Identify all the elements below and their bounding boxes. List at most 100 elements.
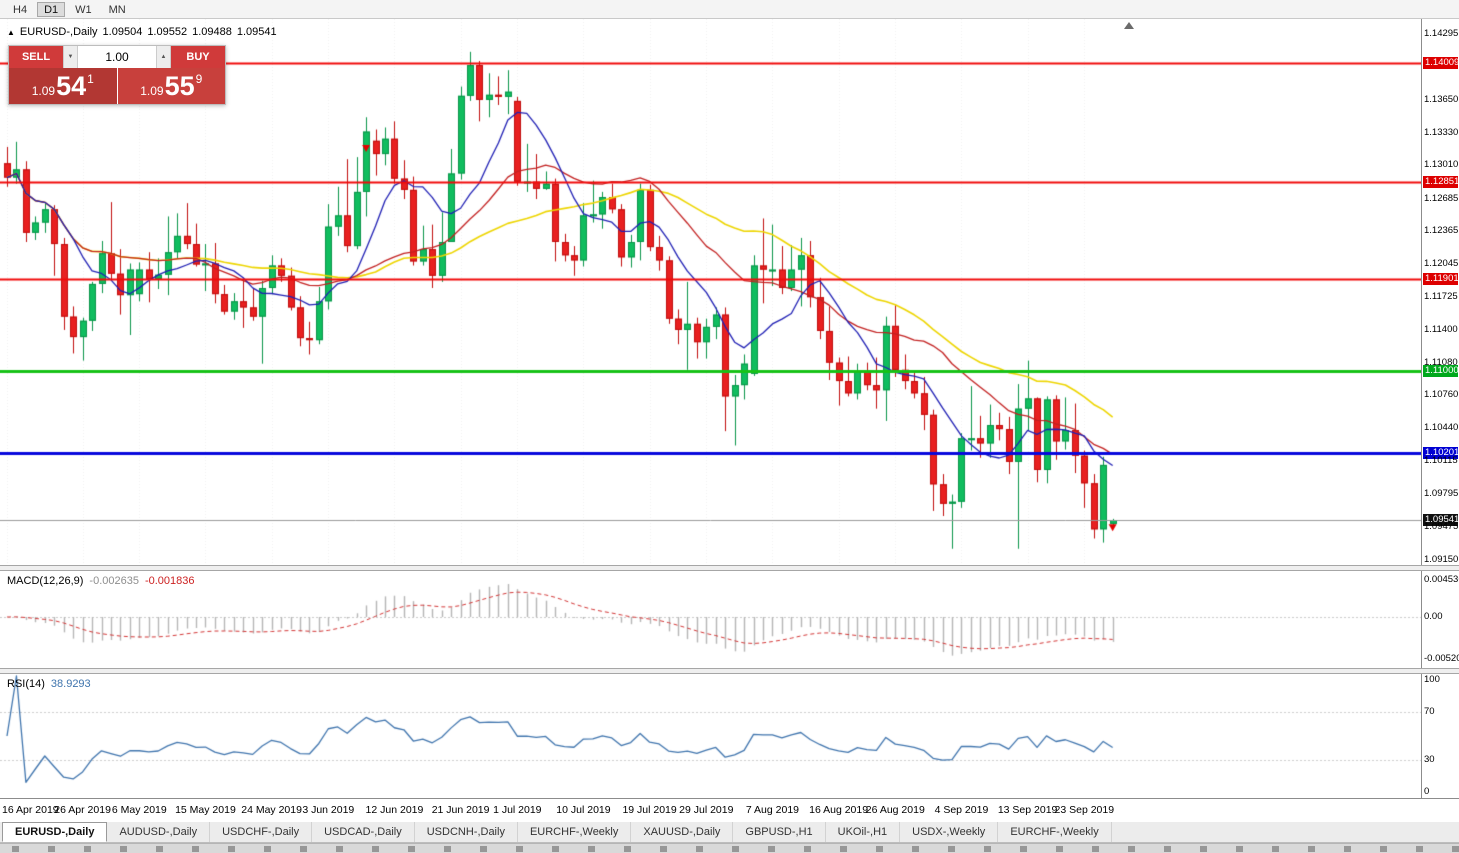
chart-tab-9[interactable]: USDX-,Weekly [900,822,999,842]
timeframe-button-h4[interactable]: H4 [13,3,28,16]
price-axis-label: 1.10760 [1424,389,1459,401]
sell-button[interactable]: SELL [9,46,63,68]
date-axis-label: 23 Sep 2019 [1054,804,1115,816]
chart-tab-5[interactable]: EURCHF-,Weekly [518,822,632,842]
rsi-axis-label: 30 [1424,754,1435,765]
date-axis-label: 26 Apr 2019 [54,804,111,816]
price-axis-label: 1.10115 [1424,455,1458,467]
volume-increase-button[interactable]: ▲ [156,46,171,68]
price-axis-label: 1.11725 [1424,290,1458,302]
macd-axis[interactable]: 0.004536 0.00 -0.00520 [1421,571,1459,668]
bottom-scrollbar[interactable] [0,843,1459,853]
rsi-axis-label: 0 [1424,786,1430,797]
date-axis-label: 19 Jul 2019 [622,804,677,816]
date-axis-label: 29 Jul 2019 [679,804,734,816]
rsi-label: RSI(14) 38.9293 [7,678,91,690]
macd-axis-label: -0.00520 [1424,653,1459,664]
chevron-down-icon: ▼ [67,54,74,60]
rsi-pane: RSI(14) 38.9293 100 70 30 0 [0,674,1459,798]
date-axis-label: 16 Apr 2019 [2,804,59,816]
bid-price-main: 1.09 [31,84,56,98]
chart-tab-3[interactable]: USDCAD-,Daily [312,822,415,842]
price-axis-label: 1.11400 [1424,323,1458,335]
date-axis[interactable]: 16 Apr 2019 26 Apr 2019 6 May 2019 15 May 2… [0,798,1459,822]
price-axis-label: 1.14295 [1424,27,1459,39]
date-axis-label: 1 Jul 2019 [493,804,542,816]
macd-value-main: -0.002635 [89,575,139,587]
price-axis-label: 1.09795 [1424,488,1459,499]
date-axis-label: 10 Jul 2019 [556,804,611,816]
ohlc-close: 1.09541 [236,26,277,38]
macd-axis-label: 0.004536 [1424,574,1459,586]
rsi-axis-label: 100 [1424,674,1440,685]
date-axis-label: 24 May 2019 [241,804,302,816]
chart-tab-10[interactable]: EURCHF-,Weekly [998,822,1112,842]
ask-price-pip: 9 [195,72,203,86]
date-axis-label: 26 Aug 2019 [865,804,925,816]
chart-tab-1[interactable]: AUDUSD-,Daily [107,822,211,842]
chart-tab-bar: EURUSD-,Daily AUDUSD-,Daily USDCHF-,Daily U… [0,822,1459,843]
volume-decrease-button[interactable]: ▼ [63,46,78,68]
chart-tab-0[interactable]: EURUSD-,Daily [2,822,108,842]
chevron-up-icon: ▲ [160,54,167,60]
price-axis-label: 1.11000 [1423,364,1459,377]
pane-splitter[interactable] [0,668,1459,674]
pane-splitter[interactable] [0,565,1459,571]
price-axis[interactable]: 1.14295 1.14009 1.13650 1.13330 1.13010 1.128… [1421,19,1459,565]
chart-tab-6[interactable]: XAUUSD-,Daily [631,822,734,842]
price-axis-label: 1.12685 [1424,192,1459,204]
ask-price-display[interactable]: 1.09 55 9 [117,68,225,104]
rsi-canvas[interactable] [0,674,1421,798]
chart-tab-4[interactable]: USDCNH-,Daily [415,822,518,842]
price-chart-canvas[interactable] [0,19,1421,565]
rsi-axis-label: 70 [1424,706,1435,717]
chart-tab-8[interactable]: UKOil-,H1 [826,822,901,842]
price-axis-label: 1.13010 [1424,159,1459,171]
bid-price-display[interactable]: 1.09 54 1 [9,68,117,104]
macd-name: MACD(12,26,9) [7,575,84,587]
symbol-arrow-icon: ▲ [7,27,15,37]
price-axis-label: 1.10440 [1424,422,1459,434]
ask-price-big: 55 [164,70,195,101]
price-axis-label: 1.09475 [1424,520,1459,532]
ohlc-low: 1.09488 [192,26,232,38]
rsi-value: 38.9293 [50,678,91,690]
macd-pane: MACD(12,26,9) -0.002635 -0.001836 0.0045… [0,571,1459,668]
date-axis-label: 7 Aug 2019 [745,804,800,816]
chart-tab-7[interactable]: GBPUSD-,H1 [733,822,826,842]
main-chart-pane: ▲ EURUSD-,Daily 1.09504 1.09552 1.09488 … [0,19,1459,565]
price-axis-label: 1.09150 [1424,554,1459,565]
date-axis-label: 15 May 2019 [175,804,236,816]
date-axis-label: 6 May 2019 [111,804,167,816]
chart-shift-marker[interactable] [1124,22,1134,29]
date-axis-label: 13 Sep 2019 [997,804,1058,816]
volume-input[interactable] [78,47,156,67]
date-axis-label: 21 Jun 2019 [431,804,490,816]
chart-tab-2[interactable]: USDCHF-,Daily [210,822,313,842]
date-axis-label: 12 Jun 2019 [365,804,424,816]
buy-button[interactable]: BUY [171,46,225,68]
price-axis-label: 1.11901 [1423,272,1459,285]
macd-canvas[interactable] [0,571,1421,668]
rsi-axis[interactable]: 100 70 30 0 [1421,674,1459,798]
timeframe-button-mn[interactable]: MN [108,3,126,16]
price-axis-label: 1.09541 [1423,514,1459,526]
timeframe-toolbar: H4 D1 W1 MN [0,0,1459,19]
bid-price-big: 54 [56,70,87,101]
price-axis-label: 1.12365 [1424,225,1459,237]
timeframe-button-w1[interactable]: W1 [75,3,92,16]
timeframe-button-d1[interactable]: D1 [37,1,66,17]
price-axis-label: 1.11080 [1424,356,1458,368]
price-axis-label: 1.12045 [1424,258,1459,269]
bid-price-pip: 1 [87,72,94,86]
ask-price-main: 1.09 [140,84,164,98]
ohlc-open: 1.09504 [102,26,143,38]
price-axis-label: 1.12851 [1423,175,1459,188]
macd-axis-label: 0.00 [1424,611,1443,622]
macd-label: MACD(12,26,9) -0.002635 -0.001836 [7,575,195,587]
price-axis-label: 1.14009 [1423,57,1459,70]
ohlc-high: 1.09552 [147,26,188,38]
date-axis-label: 3 Jun 2019 [302,804,355,816]
chart-symbol-label: EURUSD-,Daily [19,26,98,38]
